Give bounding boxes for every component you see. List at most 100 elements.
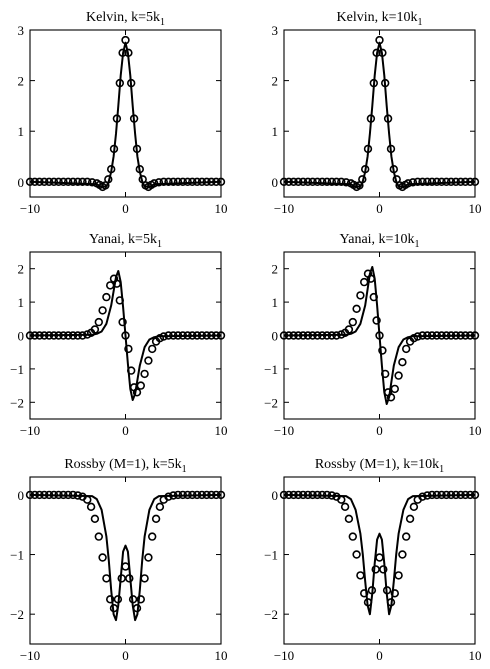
numerical-point: [466, 490, 475, 500]
numerical-point: [49, 490, 59, 500]
numerical-point: [54, 331, 63, 340]
numerical-point: [68, 490, 78, 500]
numerical-point: [470, 490, 480, 500]
x-tick-label: 10: [215, 648, 228, 663]
numerical-point: [30, 490, 39, 500]
numerical-point: [35, 490, 44, 500]
numerical-point: [87, 178, 97, 187]
numerical-point: [216, 177, 226, 187]
numerical-point: [378, 48, 387, 57]
numerical-point: [279, 490, 289, 500]
numerical-point: [327, 491, 336, 500]
numerical-point: [446, 490, 456, 500]
numerical-point: [442, 177, 451, 187]
numerical-point: [348, 532, 357, 541]
numerical-point: [216, 490, 226, 500]
numerical-point: [126, 78, 136, 88]
numerical-point: [327, 331, 336, 340]
numerical-point: [25, 331, 35, 340]
numerical-point: [451, 331, 461, 340]
panel-title-text: Yanai, k=5k: [89, 232, 157, 247]
numerical-point: [398, 550, 407, 559]
numerical-point: [35, 331, 44, 340]
numerical-point: [360, 589, 369, 598]
numerical-point: [398, 358, 407, 367]
x-tick-label: 10: [469, 423, 482, 438]
numerical-point: [337, 495, 346, 504]
analytic-curve: [29, 493, 222, 622]
numerical-point: [197, 490, 207, 500]
panel-title-text: Rossby (M=1), k=10k: [315, 457, 439, 472]
numerical-point: [121, 35, 130, 45]
numerical-point: [322, 331, 332, 340]
numerical-point: [432, 490, 441, 500]
x-tick-label: −10: [274, 648, 294, 663]
numerical-point: [378, 346, 387, 355]
numerical-point: [318, 331, 327, 340]
numerical-point: [106, 165, 116, 174]
numerical-point: [159, 332, 168, 341]
numerical-point: [413, 332, 422, 341]
numerical-point: [98, 553, 107, 562]
numerical-point: [202, 177, 211, 187]
x-tick-label: 0: [376, 648, 383, 663]
numerical-point: [390, 589, 399, 598]
numerical-point: [154, 178, 164, 187]
numerical-point: [124, 344, 133, 354]
numerical-point: [94, 317, 104, 327]
numerical-point: [418, 492, 427, 501]
numerical-point: [90, 325, 100, 334]
numerical-point: [30, 177, 39, 187]
numerical-point: [461, 490, 470, 500]
x-tick-label: 0: [122, 423, 129, 438]
numerical-point: [437, 490, 446, 500]
numerical-point: [124, 48, 133, 57]
numerical-point: [140, 369, 149, 379]
numerical-point: [466, 331, 475, 340]
numerical-point: [115, 296, 125, 305]
numerical-point: [109, 144, 119, 154]
numerical-point: [303, 177, 313, 187]
numerical-point: [437, 331, 446, 340]
numerical-point: [402, 532, 411, 541]
numerical-point: [432, 331, 441, 340]
numerical-point: [83, 177, 92, 187]
numerical-point: [197, 177, 207, 187]
numerical-point: [178, 331, 188, 340]
analytic-curve: [283, 266, 476, 405]
numerical-point: [308, 331, 317, 340]
numerical-point: [386, 144, 396, 154]
numerical-point: [63, 490, 73, 500]
numerical-point: [30, 331, 39, 340]
numerical-point: [102, 292, 111, 302]
numerical-point: [402, 344, 411, 354]
y-tick-label: 1: [272, 295, 279, 310]
numerical-point: [169, 177, 178, 187]
numerical-point: [466, 177, 475, 187]
x-tick-label: 0: [376, 423, 383, 438]
numerical-point: [379, 565, 388, 574]
numerical-point: [192, 331, 202, 340]
numerical-point: [173, 177, 183, 187]
numerical-point: [140, 574, 149, 583]
y-tick-label: −1: [264, 548, 278, 563]
numerical-point: [313, 490, 322, 500]
numerical-point: [386, 393, 396, 402]
chart-panel-5: Rossby (M=1), k=5k1−10 0 10−2−10: [10, 457, 227, 663]
numerical-point: [390, 384, 399, 394]
x-tick-label: −10: [20, 201, 40, 216]
panel-title: Yanai, k=5k1: [89, 232, 162, 250]
numerical-point: [427, 177, 437, 187]
x-tick-label: 0: [376, 201, 383, 216]
numerical-point: [35, 177, 44, 187]
numerical-point: [129, 114, 139, 123]
numerical-point: [442, 331, 451, 340]
numerical-point: [456, 177, 465, 187]
numerical-point: [372, 48, 381, 57]
numerical-point: [294, 331, 303, 340]
numerical-point: [437, 177, 446, 187]
numerical-point: [192, 490, 202, 500]
